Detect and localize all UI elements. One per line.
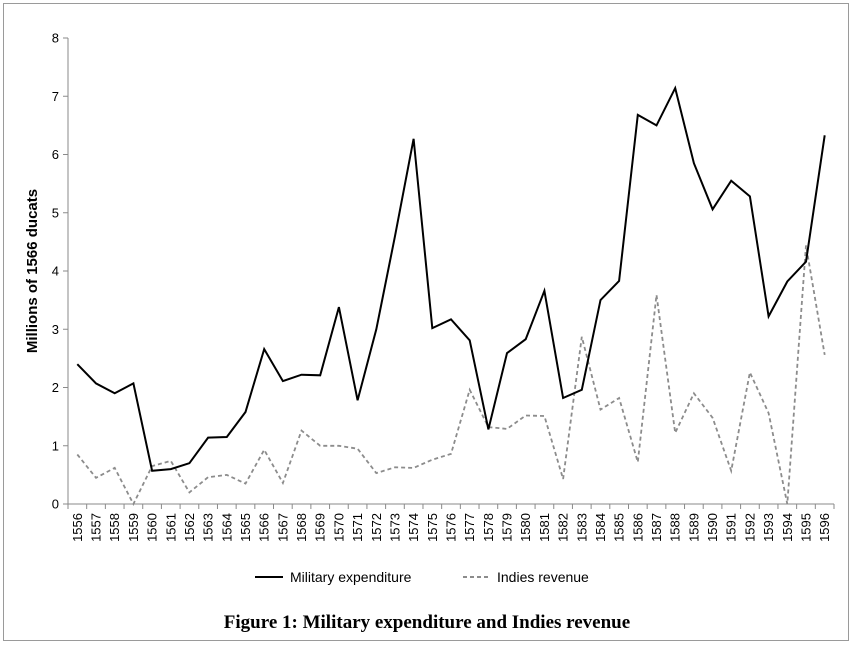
figure-frame (3, 3, 849, 641)
x-tick-label: 1557 (89, 513, 104, 542)
x-tick-label: 1578 (481, 513, 496, 542)
y-tick-label: 6 (52, 147, 59, 162)
y-tick-label: 2 (52, 380, 59, 395)
legend-label-indies: Indies revenue (497, 569, 589, 585)
y-axis-ticks: 0 1 2 3 4 5 6 7 8 (52, 31, 68, 512)
x-axis-ticks: 1556 1557 1558 1559 1560 1561 1562 1563 1564 1565… (67, 504, 835, 542)
series-group (76, 85, 826, 506)
x-tick-label: 1572 (369, 513, 384, 542)
legend-label-military: Military expenditure (290, 569, 412, 585)
x-tick-label: 1568 (294, 513, 309, 542)
y-tick-label: 5 (52, 205, 59, 220)
x-tick-label: 1586 (630, 513, 645, 542)
x-tick-label: 1580 (518, 513, 533, 542)
x-tick-label: 1565 (238, 513, 253, 542)
x-tick-label: 1589 (686, 513, 701, 542)
x-tick-label: 1587 (649, 513, 664, 542)
y-tick-label: 7 (52, 89, 59, 104)
x-tick-label: 1558 (107, 513, 122, 542)
x-tick-label: 1566 (257, 513, 272, 542)
y-axis-label: Millions of 1566 ducats (24, 189, 41, 353)
x-tick-label: 1595 (798, 513, 813, 542)
x-tick-label: 1584 (593, 513, 608, 542)
x-tick-label: 1591 (724, 513, 739, 542)
x-tick-label: 1596 (817, 513, 832, 542)
x-tick-label: 1564 (219, 513, 234, 542)
x-tick-label: 1561 (163, 513, 178, 542)
x-tick-label: 1582 (556, 513, 571, 542)
x-tick-label: 1574 (406, 513, 421, 542)
x-tick-label: 1576 (444, 513, 459, 542)
x-tick-label: 1577 (462, 513, 477, 542)
x-tick-label: 1585 (612, 513, 627, 542)
x-tick-label: 1575 (425, 513, 440, 542)
y-tick-label: 8 (52, 31, 59, 46)
x-tick-label: 1571 (350, 513, 365, 542)
x-tick-label: 1563 (201, 513, 216, 542)
y-tick-label: 0 (52, 497, 59, 512)
x-tick-label: 1590 (705, 513, 720, 542)
x-tick-label: 1573 (387, 513, 402, 542)
series-line-indies-revenue (76, 245, 826, 506)
y-tick-label: 4 (52, 264, 59, 279)
x-tick-label: 1560 (145, 513, 160, 542)
y-tick-label: 1 (52, 438, 59, 453)
figure-caption: Figure 1: Military expenditure and Indie… (223, 612, 631, 633)
x-tick-label: 1583 (574, 513, 589, 542)
x-tick-label: 1570 (331, 513, 346, 542)
x-tick-label: 1581 (537, 513, 552, 542)
x-tick-label: 1579 (500, 513, 515, 542)
x-tick-label: 1556 (70, 513, 85, 542)
y-tick-label: 3 (52, 322, 59, 337)
x-tick-label: 1559 (126, 513, 141, 542)
x-tick-label: 1593 (761, 513, 776, 542)
series-line-military-expenditure (76, 85, 826, 472)
x-tick-label: 1562 (182, 513, 197, 542)
x-tick-label: 1567 (275, 513, 290, 542)
x-tick-label: 1588 (668, 513, 683, 542)
x-tick-label: 1569 (313, 513, 328, 542)
x-tick-label: 1592 (742, 513, 757, 542)
legend: Military expenditure Indies revenue (255, 569, 589, 585)
x-tick-label: 1594 (780, 513, 795, 542)
